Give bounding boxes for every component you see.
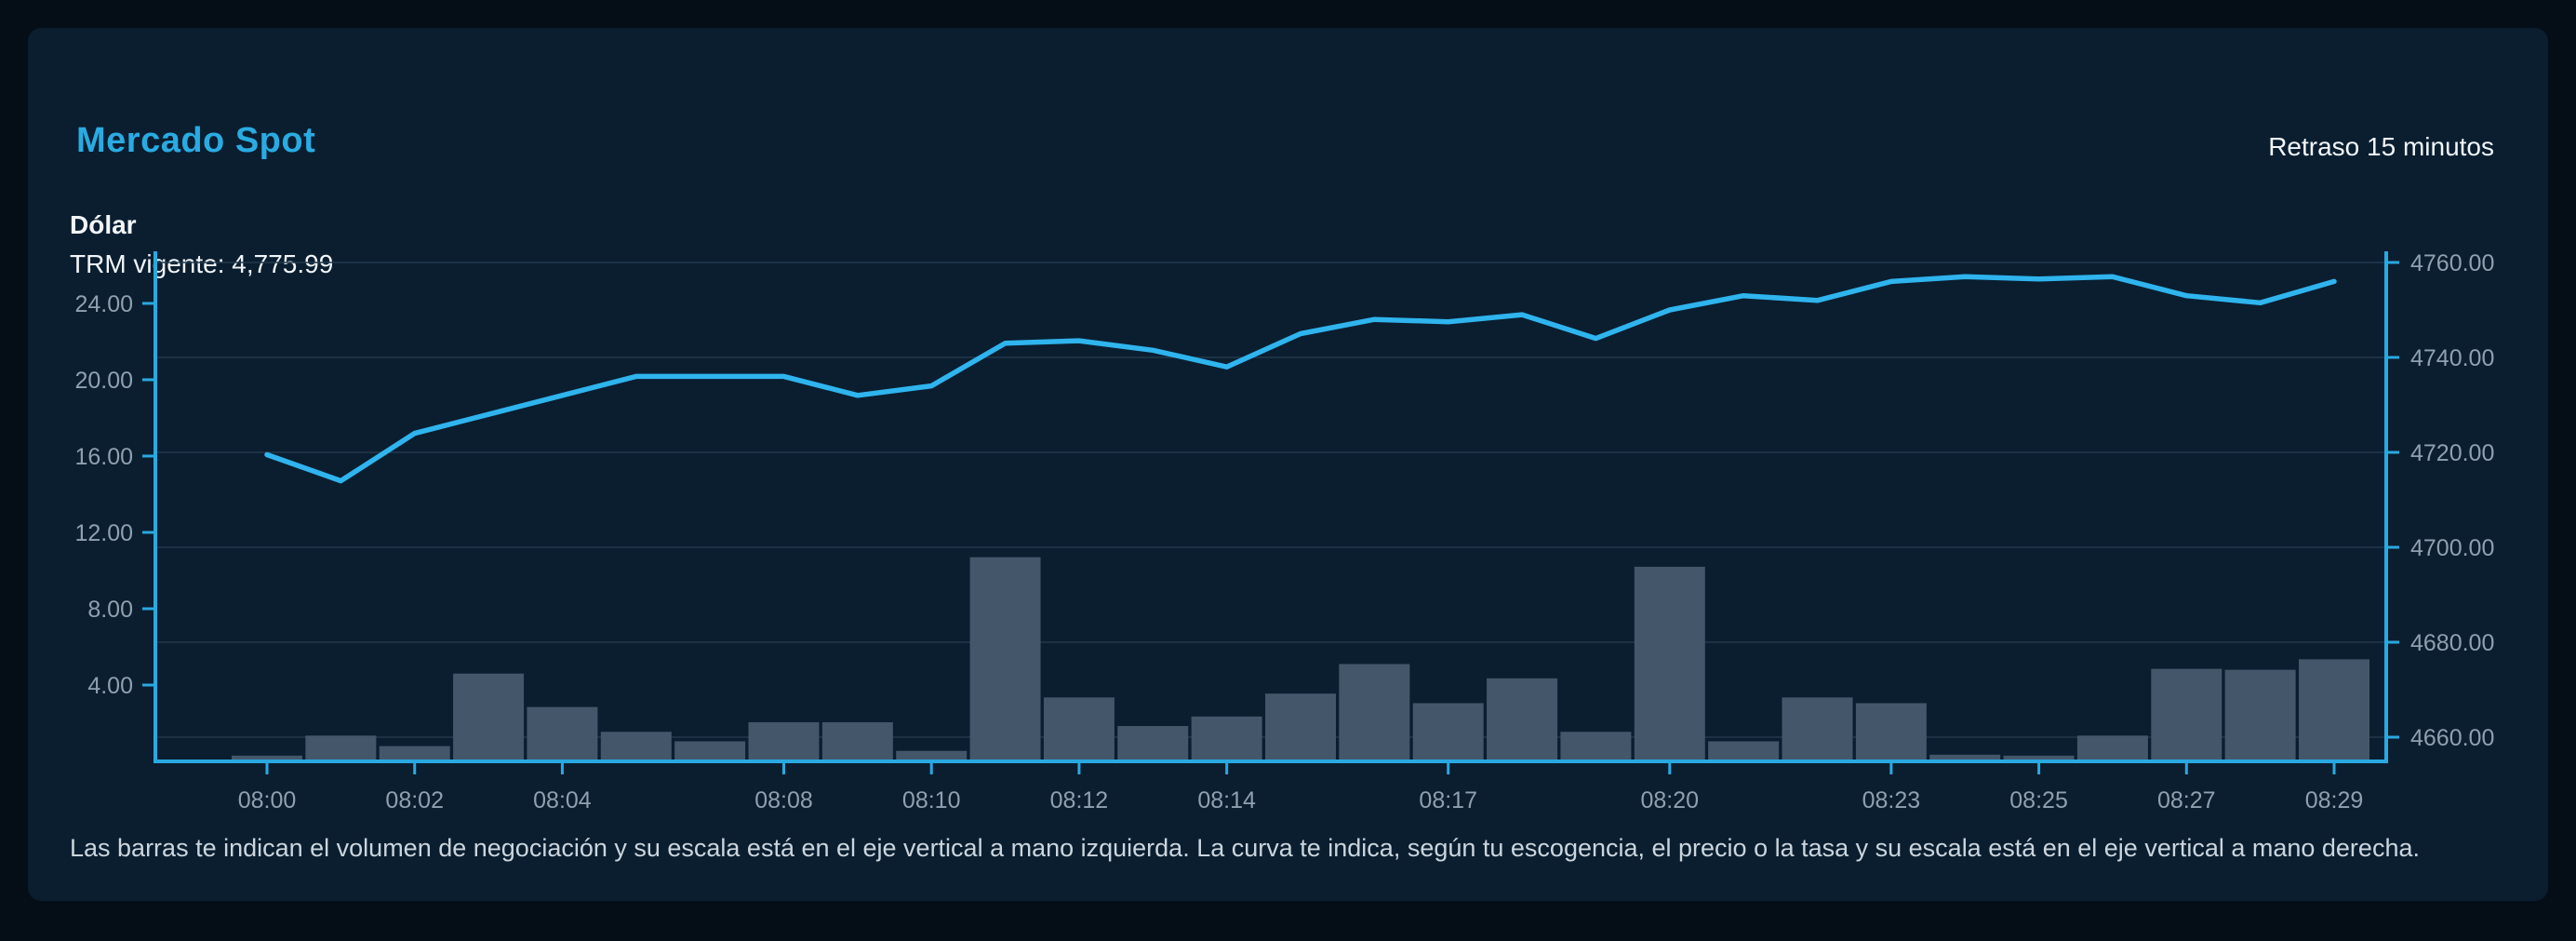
- volume-bar: [527, 706, 598, 761]
- x-axis-tick-label: 08:29: [2305, 787, 2364, 813]
- left-axis: 4.00 8.00 12.00 16.00 20.00 24.00: [74, 291, 155, 699]
- x-axis-tick-label: 08:00: [238, 787, 297, 813]
- volume-bar: [1191, 716, 1262, 761]
- x-axis-tick-label: 08:08: [754, 787, 813, 813]
- volume-bar: [1412, 703, 1484, 761]
- volume-bar: [1043, 697, 1114, 761]
- volume-bar: [453, 673, 525, 761]
- volume-bar: [1855, 703, 1927, 761]
- price-line-path: [264, 274, 2337, 484]
- page-title: Mercado Spot: [76, 121, 316, 160]
- axis-frame: [153, 251, 2388, 763]
- x-axis-tick-label: 08:04: [533, 787, 592, 813]
- volume-bar: [232, 755, 302, 761]
- delay-note: Retraso 15 minutos: [2268, 132, 2494, 161]
- right-axis-tick-label: 4740.00: [2410, 345, 2494, 371]
- volume-bar: [1560, 732, 1632, 761]
- x-axis-tick-label: 08:25: [2009, 787, 2068, 813]
- instrument-name: Dólar: [70, 210, 137, 239]
- x-axis: 08:00 08:02 08:04 08:08 08:10 08:12 08:14 08:17…: [238, 761, 2364, 813]
- volume-bar: [896, 750, 968, 761]
- volume-bar: [674, 741, 746, 761]
- left-axis-tick-label: 16.00: [74, 444, 133, 470]
- volume-bar: [1929, 754, 2001, 761]
- x-axis-tick-label: 08:12: [1050, 787, 1109, 813]
- volume-bar: [2151, 668, 2222, 761]
- right-axis-tick-label: 4720.00: [2410, 440, 2494, 466]
- grid-lines: [155, 262, 2386, 738]
- volume-bar: [1265, 693, 1336, 761]
- right-axis-tick-label: 4660.00: [2410, 725, 2494, 751]
- volume-bar: [1634, 566, 1705, 761]
- volume-bar: [1708, 741, 1780, 761]
- x-axis-tick-label: 08:20: [1641, 787, 1700, 813]
- x-axis-tick-label: 08:14: [1197, 787, 1256, 813]
- left-axis-tick-label: 20.00: [74, 368, 133, 394]
- volume-bar: [821, 721, 893, 761]
- volume-bar: [1117, 726, 1189, 761]
- volume-bar: [1782, 697, 1853, 761]
- volume-bar: [969, 557, 1041, 761]
- volume-bar: [600, 732, 672, 761]
- x-axis-tick-label: 08:17: [1419, 787, 1477, 813]
- left-axis-tick-label: 12.00: [74, 520, 133, 546]
- right-axis: 4660.00 4680.00 4700.00 4720.00 4740.00 4760.…: [2386, 250, 2494, 751]
- price-line: [264, 274, 2337, 484]
- right-axis-tick-label: 4700.00: [2410, 535, 2494, 561]
- axes: [153, 251, 2388, 763]
- x-axis-tick-label: 08:02: [385, 787, 444, 813]
- x-axis-tick-label: 08:10: [902, 787, 961, 813]
- volume-bars: [232, 557, 2369, 761]
- volume-bar: [2076, 735, 2148, 761]
- volume-bar: [1487, 678, 1558, 761]
- x-axis-tick-label: 08:27: [2157, 787, 2216, 813]
- right-axis-tick-label: 4680.00: [2410, 630, 2494, 656]
- volume-bar: [1339, 664, 1410, 761]
- left-axis-tick-label: 4.00: [87, 673, 133, 699]
- volume-bar: [748, 721, 820, 761]
- right-axis-tick-label: 4760.00: [2410, 250, 2494, 276]
- trm-current-value: TRM vigente: 4,775.99: [70, 249, 334, 278]
- volume-bar: [2299, 659, 2369, 761]
- left-axis-tick-label: 8.00: [87, 597, 133, 623]
- volume-bar: [2224, 669, 2296, 761]
- chart-explanation-note: Las barras te indican el volumen de nego…: [70, 834, 2420, 862]
- volume-bar: [2003, 755, 2075, 761]
- left-axis-tick-label: 24.00: [74, 291, 133, 317]
- x-axis-tick-label: 08:23: [1862, 787, 1921, 813]
- volume-bar: [305, 735, 377, 761]
- volume-bar: [379, 746, 450, 761]
